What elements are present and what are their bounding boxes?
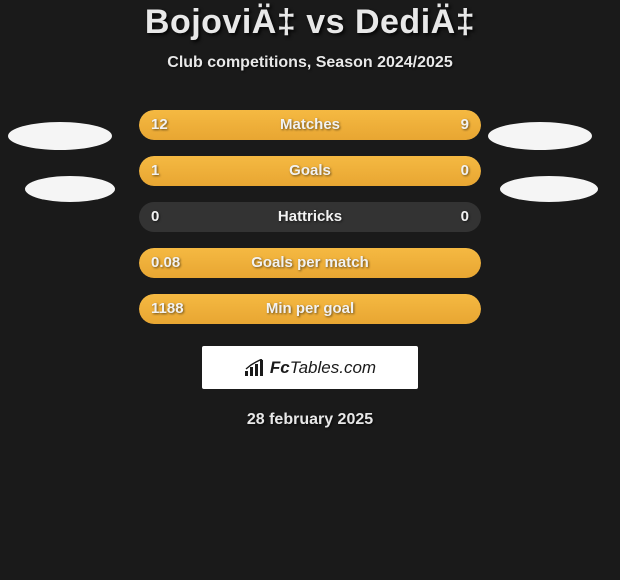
stat-bar-fill-left xyxy=(139,110,334,140)
comparison-widget: BojoviÄ‡ vs DediÄ‡ Club competitions, Se… xyxy=(0,0,620,429)
page-title: BojoviÄ‡ vs DediÄ‡ xyxy=(0,3,620,42)
fctables-logo: FcTables.com xyxy=(244,358,376,378)
decorative-ellipse xyxy=(8,122,112,150)
stat-bar-track: 1188Min per goal xyxy=(139,294,481,324)
logo-part-c: .com xyxy=(339,358,376,377)
stat-row: 0Hattricks0 xyxy=(0,202,620,232)
stat-value-left: 12 xyxy=(151,110,168,140)
page-subtitle: Club competitions, Season 2024/2025 xyxy=(0,54,620,72)
stat-value-left: 0 xyxy=(151,202,159,232)
stat-bar-fill-left xyxy=(139,156,402,186)
chart-icon xyxy=(244,359,266,377)
stat-value-left: 1 xyxy=(151,156,159,186)
stat-bar-track: 1Goals0 xyxy=(139,156,481,186)
stat-value-right: 0 xyxy=(461,156,469,186)
stat-bar-track: 0Hattricks0 xyxy=(139,202,481,232)
snapshot-date: 28 february 2025 xyxy=(0,411,620,429)
decorative-ellipse xyxy=(500,176,598,202)
logo-part-b: Tables xyxy=(290,358,339,377)
decorative-ellipse xyxy=(25,176,115,202)
stat-bar-fill-right xyxy=(334,110,481,140)
decorative-ellipse xyxy=(488,122,592,150)
stat-value-right: 0 xyxy=(461,202,469,232)
stat-value-right: 9 xyxy=(461,110,469,140)
stat-value-left: 1188 xyxy=(151,294,184,324)
stat-bar-fill-right xyxy=(402,156,481,186)
stat-bar-track: 0.08Goals per match xyxy=(139,248,481,278)
stat-bar-fill xyxy=(139,248,481,278)
stat-row: 1188Min per goal xyxy=(0,294,620,324)
stat-row: 0.08Goals per match xyxy=(0,248,620,278)
stat-value-left: 0.08 xyxy=(151,248,180,278)
logo-text: FcTables.com xyxy=(270,358,376,378)
logo-box[interactable]: FcTables.com xyxy=(202,346,418,389)
stat-bar-track: 12Matches9 xyxy=(139,110,481,140)
logo-part-a: Fc xyxy=(270,358,290,377)
stat-bar-fill xyxy=(139,294,481,324)
stat-label: Hattricks xyxy=(139,202,481,232)
